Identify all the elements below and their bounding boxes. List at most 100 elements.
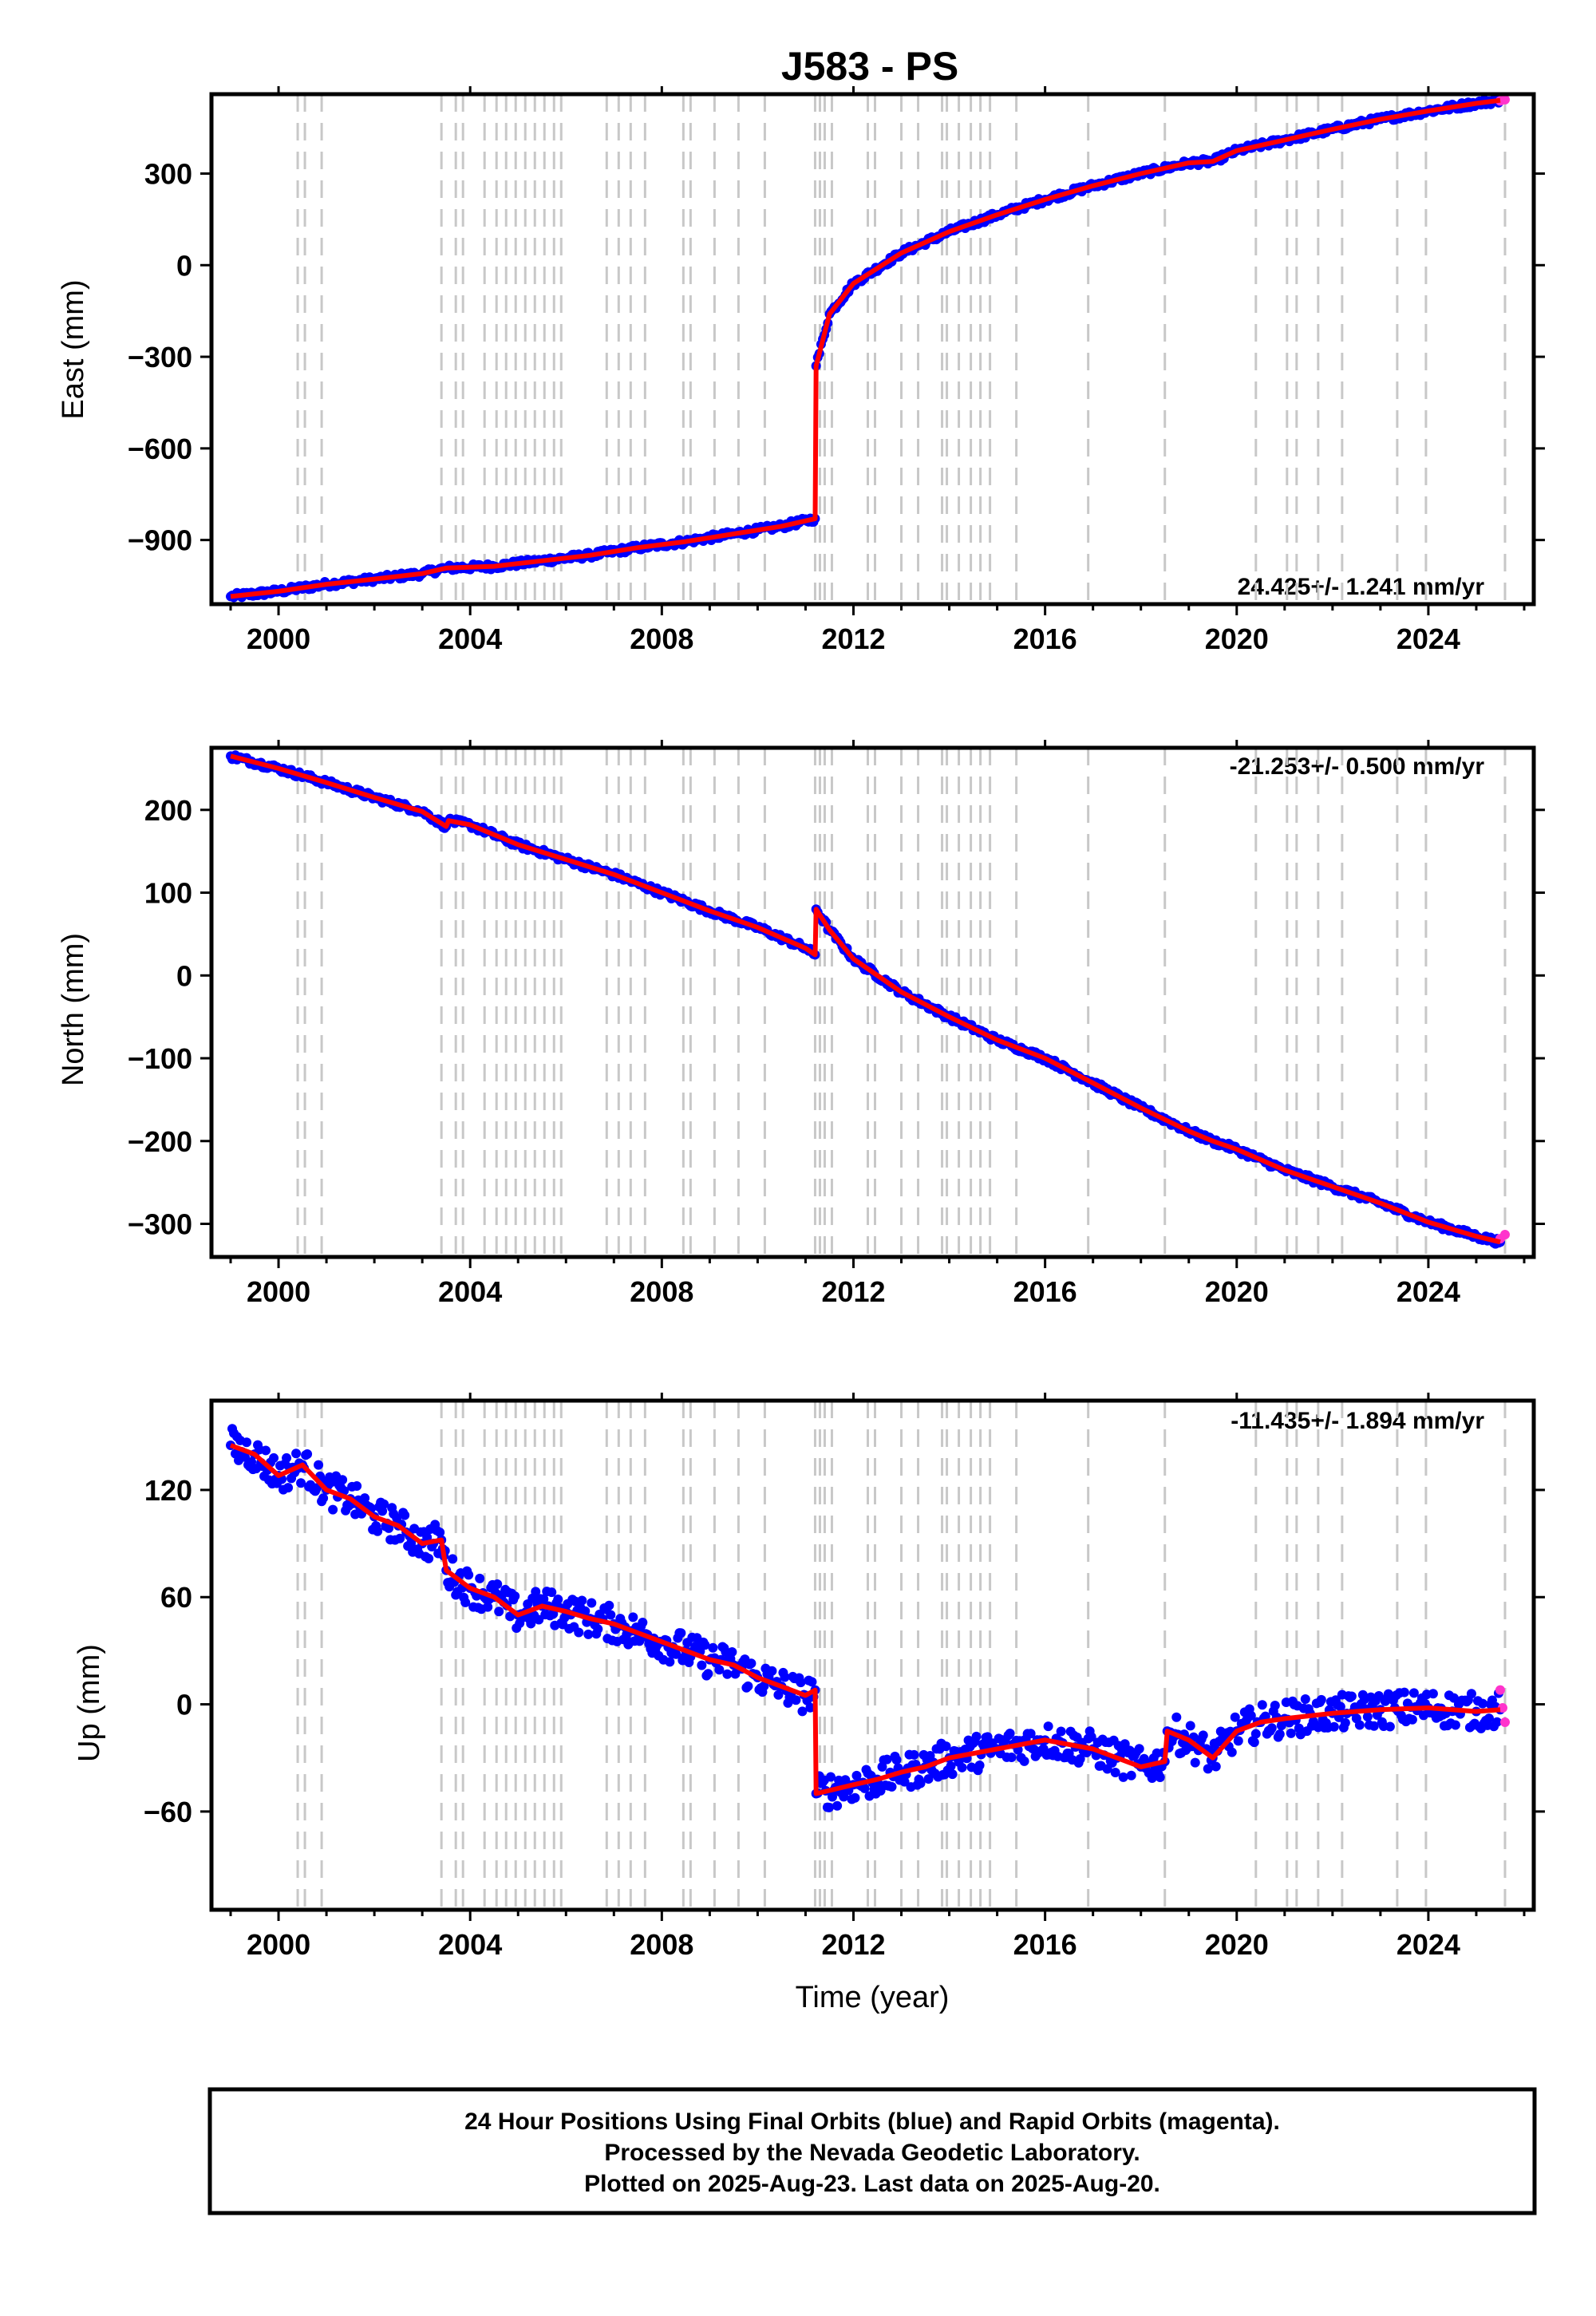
north-y-tick-label: 0 (176, 959, 192, 992)
east-y-tick-label: −900 (128, 524, 192, 557)
up-point (714, 1665, 725, 1675)
north-x-tick-label: 2004 (438, 1275, 502, 1308)
up-point (671, 1649, 681, 1659)
up-point (899, 1777, 910, 1787)
north-x-tick-label: 2008 (630, 1275, 693, 1308)
up-point (1373, 1691, 1384, 1701)
up-panel: Up (mm) -11.435+/- 1.894 mm/yr 2000 2004 2… (73, 1393, 1545, 1961)
up-point (759, 1681, 769, 1691)
up-point (825, 1772, 836, 1782)
up-point (1019, 1756, 1029, 1766)
up-point (395, 1533, 405, 1543)
up-point (882, 1754, 892, 1765)
north-y-tick-label: −200 (128, 1125, 192, 1158)
up-frame (209, 1398, 1536, 1912)
up-y-tick-label: 0 (176, 1689, 192, 1721)
up-point (773, 1690, 784, 1700)
up-point (400, 1510, 410, 1520)
up-point (974, 1761, 985, 1771)
up-point (851, 1770, 862, 1780)
up-point (242, 1437, 252, 1448)
up-point (909, 1749, 919, 1760)
up-point (460, 1597, 471, 1607)
up-point (1043, 1721, 1053, 1732)
up-point (593, 1624, 603, 1634)
up-point (580, 1606, 591, 1616)
up-point (971, 1731, 982, 1741)
up-point (923, 1774, 934, 1784)
up-point (941, 1741, 951, 1752)
footer-line-1: 24 Hour Positions Using Final Orbits (bl… (464, 2109, 1280, 2135)
up-point (1134, 1744, 1144, 1754)
north-ylabel: North (mm) (57, 933, 90, 1086)
up-point (424, 1553, 434, 1563)
up-point (1118, 1772, 1128, 1782)
east-x-tick-label: 2012 (821, 622, 885, 655)
up-point (1477, 1698, 1487, 1709)
up-model-line (229, 1443, 1501, 1796)
east-y-tick-label: 0 (176, 249, 192, 282)
up-point (1266, 1723, 1277, 1733)
up-point (1495, 1685, 1505, 1695)
footer-line-2: Processed by the Nevada Geodetic Laborat… (604, 2140, 1140, 2166)
up-point (422, 1532, 433, 1543)
up-point (1354, 1720, 1365, 1730)
up-point (1329, 1721, 1339, 1732)
up-point (1171, 1712, 1182, 1722)
up-point (328, 1504, 338, 1515)
east-x-tick-label: 2008 (630, 622, 693, 655)
up-point (915, 1778, 926, 1788)
east-y-tick-label: −600 (128, 433, 192, 465)
up-point (379, 1499, 389, 1509)
up-point (247, 1456, 257, 1467)
up-point (703, 1669, 713, 1679)
up-point (283, 1483, 294, 1493)
up-point (261, 1445, 271, 1456)
east-point (1499, 94, 1510, 105)
north-y-tick-label: 200 (144, 794, 192, 827)
up-point (1407, 1714, 1417, 1725)
up-point (1233, 1736, 1243, 1746)
up-point (1230, 1712, 1240, 1722)
chart-title: J583 - PS (781, 44, 958, 89)
up-rate-label: -11.435+/- 1.894 mm/yr (1231, 1408, 1484, 1434)
up-point (1369, 1721, 1379, 1731)
x-axis-label: Time (year) (796, 1981, 950, 2014)
up-point (1056, 1726, 1066, 1737)
up-point (583, 1629, 594, 1639)
up-point (1086, 1732, 1096, 1742)
up-x-tick-label: 2020 (1205, 1928, 1269, 1961)
up-point (1249, 1737, 1259, 1748)
up-point (665, 1657, 675, 1667)
up-point (887, 1781, 897, 1792)
up-point (1491, 1717, 1502, 1727)
up-point (1155, 1773, 1165, 1783)
up-point (1286, 1728, 1296, 1738)
up-point (338, 1475, 348, 1485)
up-point (946, 1761, 956, 1771)
up-point (1335, 1701, 1345, 1712)
north-y-tick-label: −300 (128, 1208, 192, 1241)
up-point (832, 1800, 843, 1811)
up-point (1270, 1700, 1280, 1710)
up-point (1075, 1754, 1085, 1765)
up-point (1408, 1688, 1419, 1698)
up-point (318, 1493, 329, 1504)
north-x-tick-label: 2000 (247, 1275, 310, 1308)
up-point (352, 1480, 362, 1491)
up-point (577, 1595, 587, 1606)
up-point (891, 1755, 902, 1765)
up-point (475, 1573, 485, 1583)
up-point (539, 1594, 549, 1604)
up-point (360, 1493, 370, 1504)
up-point (1428, 1689, 1438, 1699)
up-point (1346, 1691, 1357, 1701)
up-ylabel: Up (mm) (73, 1644, 106, 1762)
up-point (743, 1681, 753, 1691)
up-point (587, 1598, 597, 1608)
east-panel: East (mm) 24.425+/- 1.241 mm/yr 2000 2004… (57, 86, 1545, 655)
east-x-tick-label: 2020 (1205, 622, 1269, 655)
up-point (547, 1587, 557, 1598)
east-y-tick-label: 300 (144, 157, 192, 190)
north-x-tick-label: 2016 (1013, 1275, 1077, 1308)
